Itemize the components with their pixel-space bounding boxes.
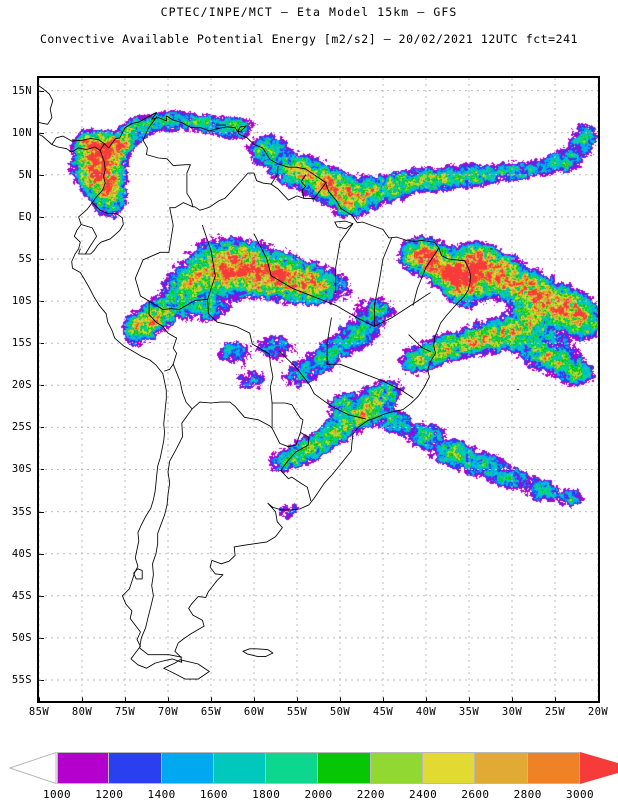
x-tick-label: 60W: [243, 706, 265, 718]
colorbar-tick-label: 2200: [356, 788, 385, 801]
colorbar-tick-label: 1600: [199, 788, 228, 801]
y-tick-label: 50S: [11, 631, 32, 644]
coastline-overlay: [39, 85, 520, 680]
lat-lon-gridlines: [39, 78, 598, 701]
x-tick-label: 55W: [286, 706, 308, 718]
y-tick-label: 35S: [11, 505, 32, 518]
colorbar-tick-label: 2800: [513, 788, 542, 801]
x-tick-label: 85W: [28, 706, 50, 718]
chart-title-model: CPTEC/INPE/MCT — Eta Model 15km — GFS: [160, 5, 458, 19]
y-tick-label: 5S: [18, 253, 32, 265]
colorbar-tick-label: 1800: [252, 788, 281, 801]
colorbar-band: [475, 752, 528, 784]
colorbar-band: [213, 752, 267, 784]
colorbar-band: [161, 752, 214, 784]
colorbar-band: [109, 752, 162, 784]
y-tick-label: 5N: [18, 168, 32, 181]
y-tick-label: 45S: [11, 589, 32, 602]
chart-title-variable: Convective Available Potential Energy [m…: [39, 32, 579, 46]
colorbar-band: [57, 752, 110, 784]
colorbar-over-arrow: [580, 752, 618, 784]
x-tick-label: 65W: [200, 706, 222, 718]
colorbar-tick-label: 1200: [95, 788, 124, 801]
x-tick-label: 40W: [415, 706, 437, 718]
colorbar-tick-label: 1000: [42, 788, 72, 801]
colorbar-band: [370, 752, 424, 784]
colorbar-bands: [57, 752, 580, 784]
x-tick-label: 80W: [71, 706, 93, 718]
x-tick-label: 50W: [329, 706, 351, 718]
y-tick-label: 30S: [11, 463, 32, 476]
y-tick-label: EQ: [18, 210, 32, 223]
colorbar-tick-label: 2600: [461, 788, 490, 801]
x-tick-label: 30W: [501, 706, 523, 718]
colorbar-tick-label: 2000: [304, 788, 333, 801]
colorbar-band: [527, 752, 580, 784]
y-tick-label: 10N: [11, 126, 32, 139]
colorbar-band: [266, 752, 319, 784]
colorbar-tick-label: 3000: [565, 788, 595, 801]
x-tick-label: 45W: [372, 706, 394, 718]
colorbar: 1000 1200 1400 1600 1800 2000 2200 2400 2600 2800…: [0, 748, 618, 801]
cape-field-raster: [39, 78, 598, 701]
y-tick-label: 55S: [11, 673, 32, 686]
colorbar-tick-label: 1400: [147, 788, 176, 801]
x-tick-mark: [598, 697, 599, 702]
y-tick-label: 25S: [11, 421, 32, 434]
y-tick-label: 40S: [11, 547, 32, 560]
colorbar-tick-label: 2400: [409, 788, 438, 801]
colorbar-band: [423, 752, 476, 784]
x-tick-label: 70W: [157, 706, 179, 718]
y-tick-label: 10S: [11, 295, 32, 308]
y-tick-label: 20S: [11, 379, 32, 392]
x-tick-label: 25W: [544, 706, 566, 718]
x-tick-label: 75W: [114, 706, 136, 718]
y-tick-label: 15N: [11, 84, 32, 97]
x-tick-label: 20W: [587, 706, 609, 718]
map-plot-area: [37, 76, 600, 703]
colorbar-band: [318, 752, 371, 784]
y-tick-label: 15S: [11, 337, 32, 350]
colorbar-under-arrow: [9, 752, 57, 784]
x-tick-label: 35W: [458, 706, 480, 718]
